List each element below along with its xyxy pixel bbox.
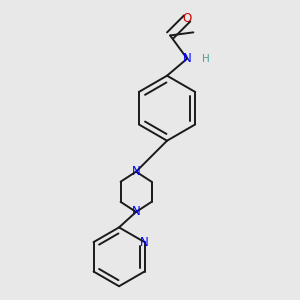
Text: N: N [132, 165, 140, 178]
Text: O: O [182, 12, 192, 25]
Text: N: N [132, 206, 140, 218]
Text: N: N [183, 52, 191, 65]
Text: N: N [140, 236, 149, 249]
Text: H: H [202, 54, 210, 64]
